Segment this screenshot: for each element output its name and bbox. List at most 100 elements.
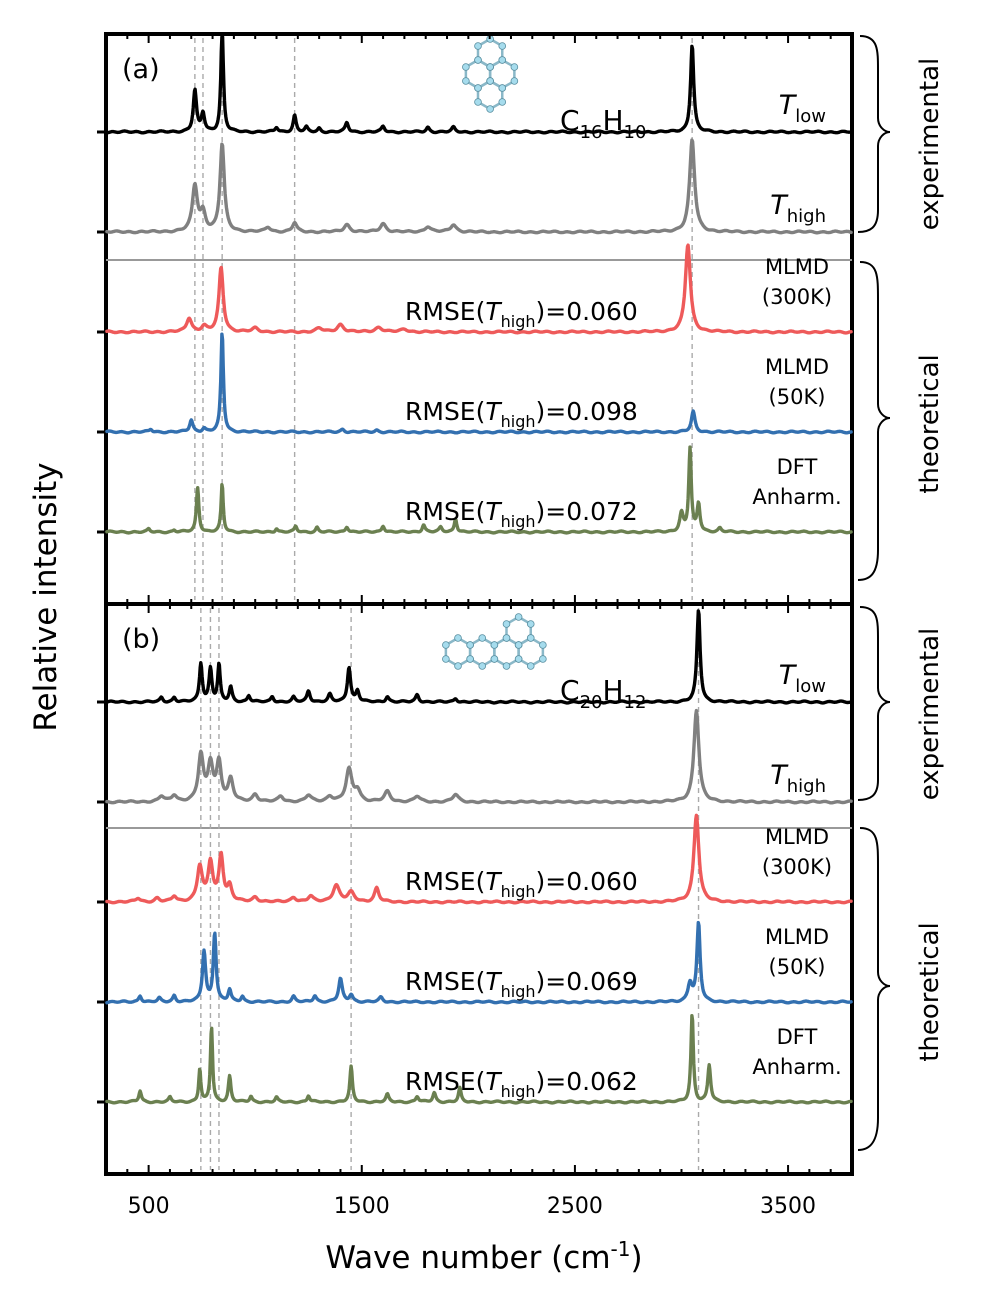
spectrum-line bbox=[105, 445, 853, 535]
molecule-atom bbox=[442, 641, 450, 649]
molecule-atom bbox=[502, 662, 511, 670]
series-mlmd-50k: MLMD (50K) RMSE(Thigh)=0.069 bbox=[97, 920, 853, 1005]
molecule-atom bbox=[502, 620, 511, 628]
molecule-ring bbox=[468, 636, 496, 668]
series-t-high: Thigh bbox=[97, 138, 853, 235]
molecule-atom bbox=[498, 42, 507, 50]
molecule-atom bbox=[474, 84, 482, 92]
panel-a: (a) C16H10 Tlow Thigh MLMD (300K) RMSE(Thigh)=… bbox=[97, 32, 854, 606]
group-label-a-theoretical: theoretical bbox=[915, 354, 945, 494]
molecule-atom bbox=[486, 77, 494, 85]
panel-b: (b) C20H12 Tlow Thigh MLMD (300K) RMSE(Thigh)=… bbox=[97, 602, 854, 1176]
x-tick-label: 2500 bbox=[547, 1194, 603, 1219]
molecule-atom bbox=[514, 613, 523, 621]
series-t-low: Tlow bbox=[97, 35, 853, 135]
molecule-c16h10-image bbox=[462, 35, 519, 113]
spectrum-line bbox=[105, 1014, 853, 1105]
series-mlmd-300k: MLMD (300K) RMSE(Thigh)=0.060 bbox=[97, 243, 853, 335]
series-mlmd-300k: MLMD (300K) RMSE(Thigh)=0.060 bbox=[97, 813, 853, 905]
panel-label: (a) bbox=[122, 54, 160, 85]
spectrum-line bbox=[105, 332, 853, 435]
x-tick-label: 1500 bbox=[334, 1194, 390, 1219]
series-dft: DFT Anharm. RMSE(Thigh)=0.062 bbox=[97, 1014, 853, 1105]
molecule-ring bbox=[476, 37, 504, 69]
brace-a-theoretical bbox=[857, 261, 891, 581]
group-label-b-experimental: experimental bbox=[915, 628, 945, 801]
molecule-atom bbox=[510, 63, 519, 71]
rmse-annotation: RMSE(Thigh)=0.060 bbox=[405, 867, 638, 901]
spectrum-line bbox=[105, 609, 853, 705]
series-dft: DFT Anharm. RMSE(Thigh)=0.072 bbox=[97, 445, 853, 535]
molecule-formula: C16H10 bbox=[560, 104, 646, 143]
brace-a-experimental bbox=[857, 35, 891, 233]
spectrum-line bbox=[105, 813, 853, 905]
spectrum-line bbox=[105, 35, 853, 135]
molecule-atom bbox=[526, 634, 535, 642]
series-label: Thigh bbox=[770, 190, 826, 227]
molecule-atom bbox=[526, 662, 535, 670]
molecule-atom bbox=[462, 77, 470, 85]
series-label: (50K) bbox=[769, 385, 826, 409]
series-label: DFT bbox=[777, 1025, 818, 1049]
rmse-annotation: RMSE(Thigh)=0.060 bbox=[405, 297, 638, 331]
spectrum-line bbox=[105, 243, 853, 335]
molecule-atom bbox=[498, 98, 507, 106]
rmse-annotation: RMSE(Thigh)=0.062 bbox=[405, 1067, 638, 1101]
molecule-atom bbox=[454, 634, 462, 642]
molecule-atom bbox=[486, 105, 494, 113]
group-label-b-theoretical: theoretical bbox=[915, 922, 945, 1062]
spectrum-line bbox=[105, 920, 853, 1005]
molecule-atom bbox=[442, 655, 450, 663]
molecule-atom bbox=[474, 56, 482, 64]
molecule-atom bbox=[539, 641, 547, 649]
molecule-atom bbox=[498, 84, 507, 92]
molecule-atom bbox=[514, 655, 523, 663]
rmse-annotation: RMSE(Thigh)=0.069 bbox=[405, 967, 638, 1001]
group-braces: experimental theoretical experimental th… bbox=[857, 35, 945, 1151]
series-label: Thigh bbox=[770, 760, 826, 797]
x-tick-label: 3500 bbox=[760, 1194, 816, 1219]
molecule-c20h12-image bbox=[442, 613, 547, 670]
molecule-atom bbox=[510, 77, 519, 85]
series-label: MLMD bbox=[765, 255, 829, 279]
brace-b-experimental bbox=[857, 606, 891, 801]
series-label: (300K) bbox=[762, 855, 832, 879]
series-label: DFT bbox=[777, 455, 818, 479]
series-label: (50K) bbox=[769, 955, 826, 979]
series-t-low: Tlow bbox=[97, 609, 853, 705]
molecule-ring bbox=[444, 636, 472, 668]
molecule-atom bbox=[474, 42, 482, 50]
rmse-annotation: RMSE(Thigh)=0.098 bbox=[405, 397, 638, 431]
brace-b-theoretical bbox=[857, 827, 891, 1151]
series-label: Anharm. bbox=[752, 1055, 841, 1079]
series-label: Tlow bbox=[779, 660, 826, 697]
series-mlmd-50k: MLMD (50K) RMSE(Thigh)=0.098 bbox=[97, 332, 853, 435]
spectrum-line bbox=[105, 708, 853, 805]
series-t-high: Thigh bbox=[97, 708, 853, 805]
molecule-atom bbox=[490, 655, 499, 663]
series-label: MLMD bbox=[765, 355, 829, 379]
molecule-ring bbox=[476, 79, 504, 111]
series-label: MLMD bbox=[765, 825, 829, 849]
molecule-atom bbox=[498, 56, 507, 64]
x-tick-label: 500 bbox=[128, 1194, 170, 1219]
molecule-atom bbox=[462, 63, 470, 71]
molecule-atom bbox=[454, 662, 462, 670]
molecule-atom bbox=[526, 620, 535, 628]
series-label: Tlow bbox=[779, 90, 826, 127]
molecule-atom bbox=[486, 63, 494, 71]
series-label: MLMD bbox=[765, 925, 829, 949]
molecule-atom bbox=[514, 641, 523, 649]
molecule-atom bbox=[478, 634, 487, 642]
molecule-atom bbox=[466, 641, 474, 649]
group-label-a-experimental: experimental bbox=[915, 58, 945, 231]
y-axis-label: Relative intensity bbox=[28, 462, 64, 731]
panel-frame bbox=[104, 602, 854, 1176]
molecule-atom bbox=[490, 641, 499, 649]
panel-label: (b) bbox=[122, 624, 160, 655]
rmse-annotation: RMSE(Thigh)=0.072 bbox=[405, 497, 638, 531]
molecule-formula: C20H12 bbox=[560, 674, 646, 713]
series-label: (300K) bbox=[762, 285, 832, 309]
molecule-atom bbox=[466, 655, 474, 663]
